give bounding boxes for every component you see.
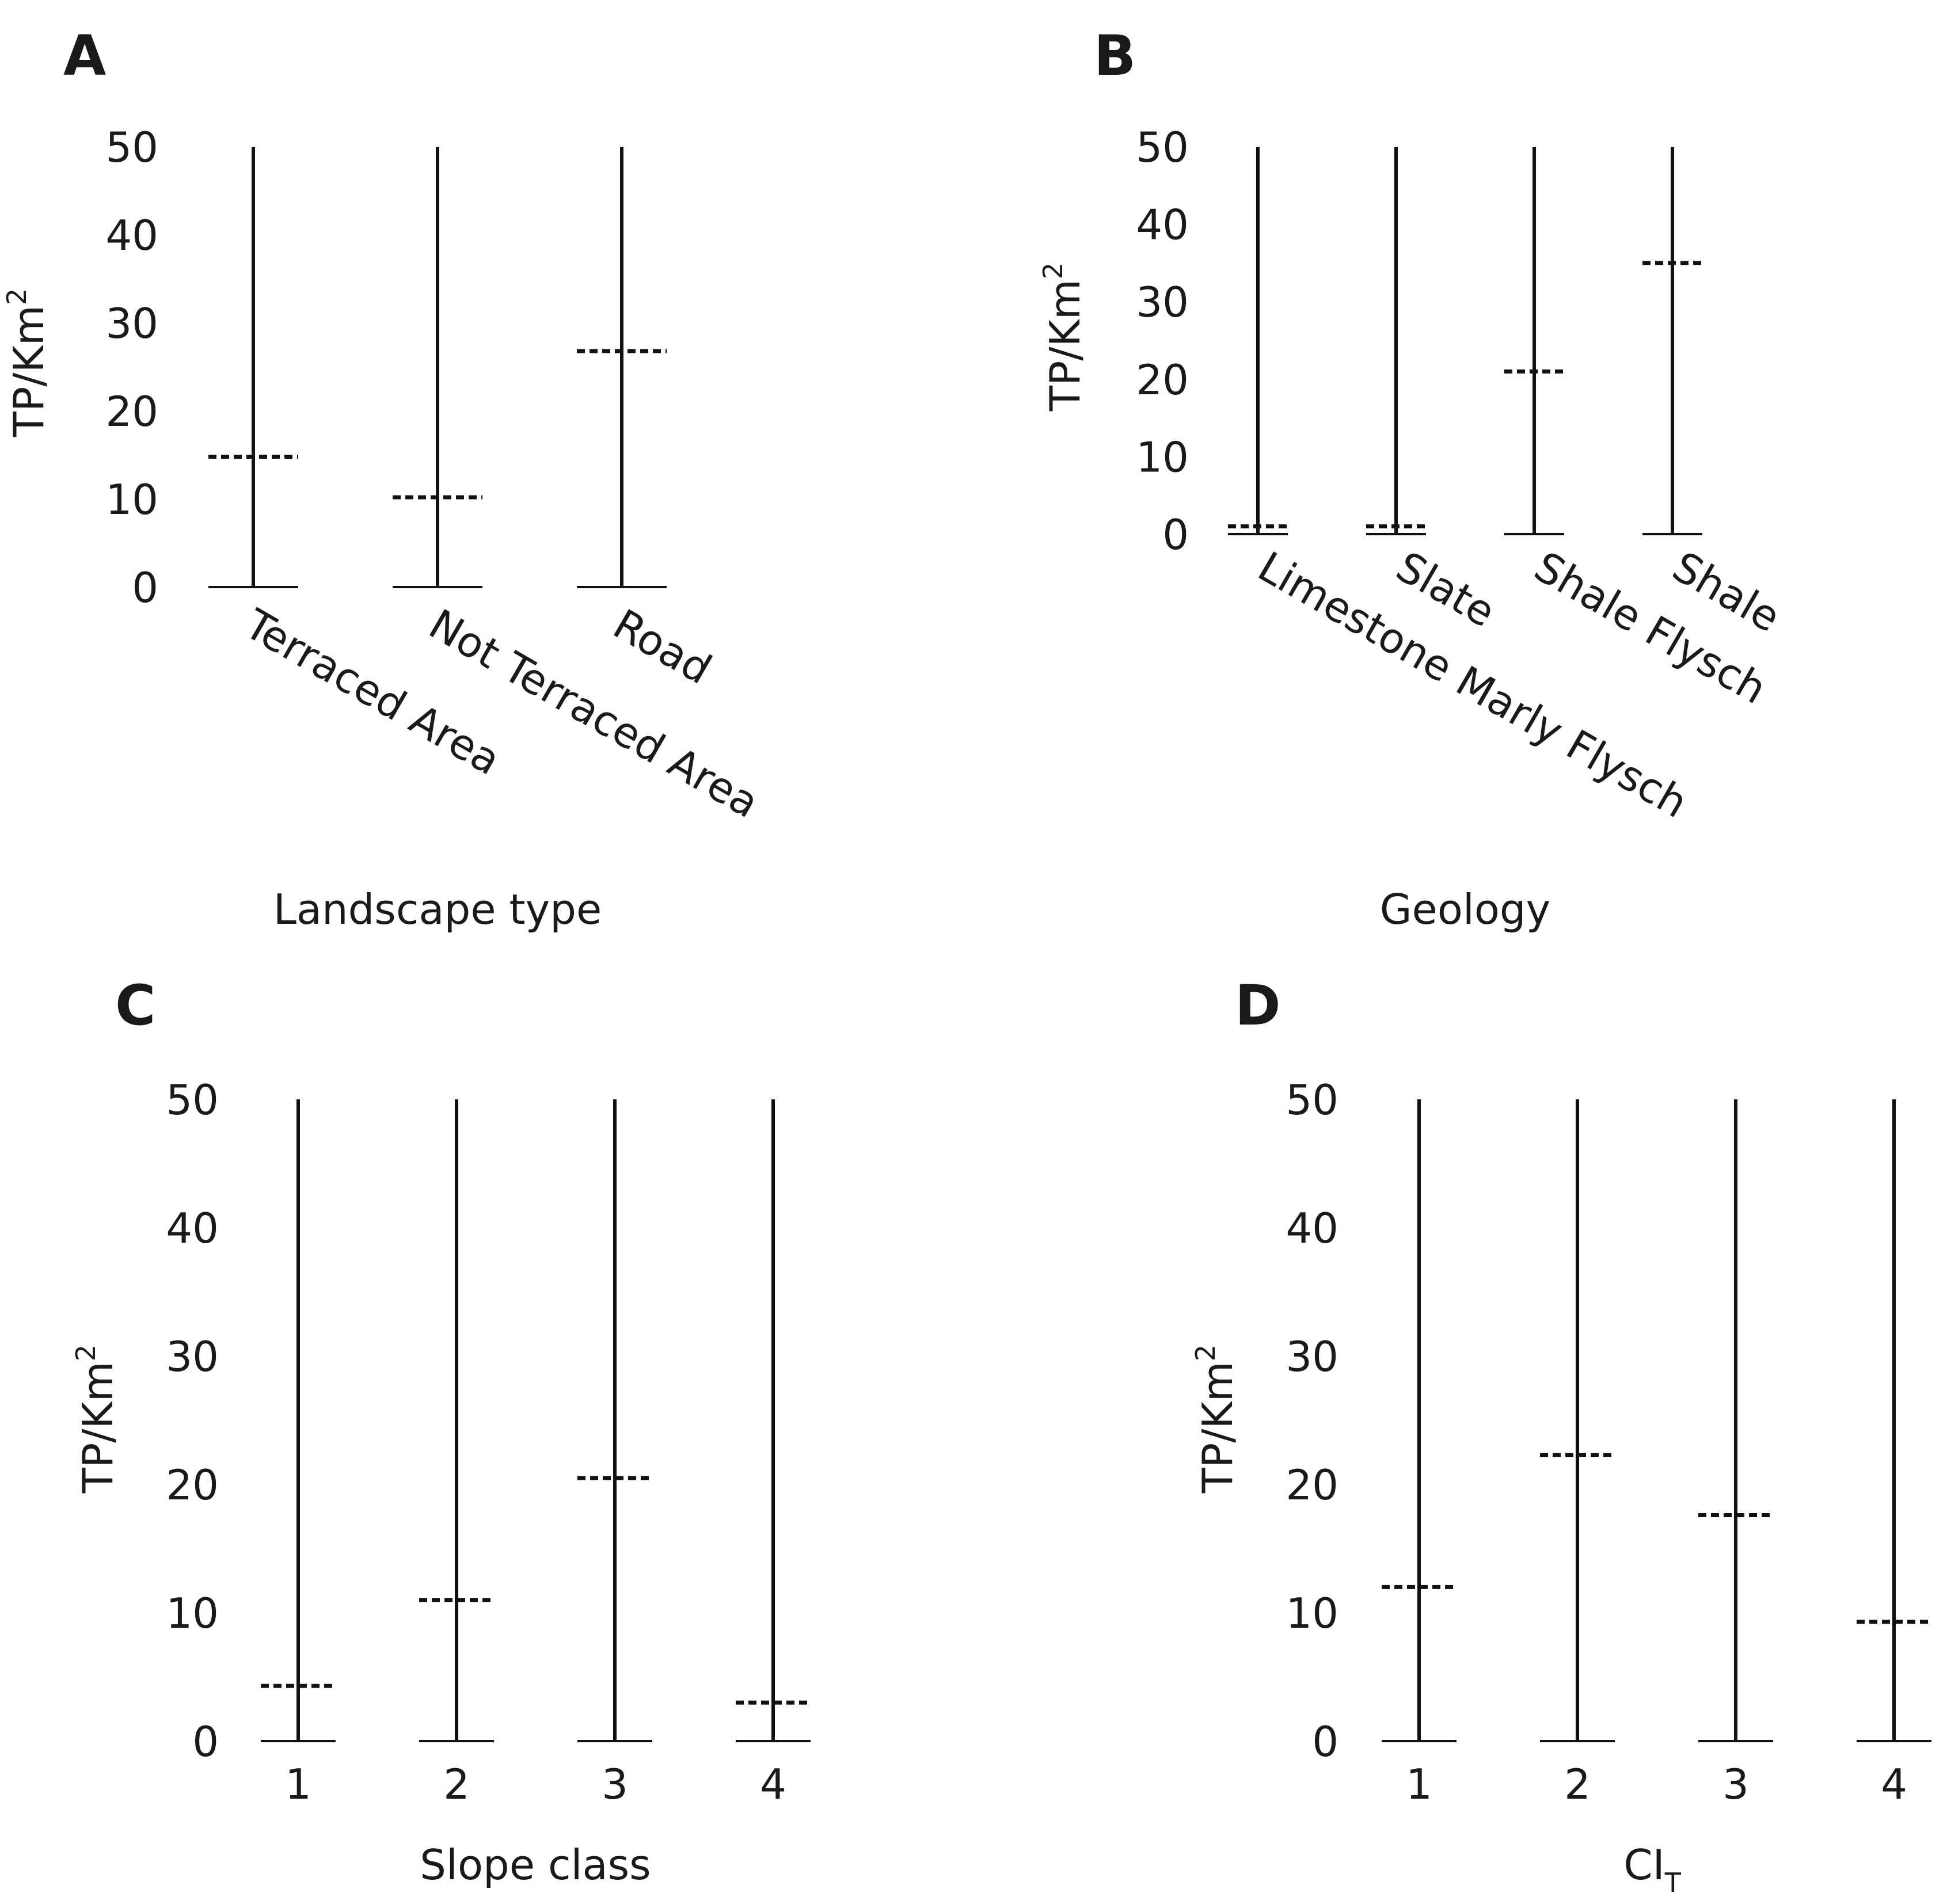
x-axis-title-text: CI [1623, 1841, 1665, 1889]
y-tick-label: 0 [132, 563, 158, 612]
category-label: 1 [1406, 1760, 1432, 1808]
y-axis-title-sup: 2 [1, 288, 32, 305]
y-axis-title-text: TP/Km [1041, 279, 1089, 412]
panel-letter: D [1235, 973, 1281, 1038]
x-axis-title-text: Geology [1380, 885, 1551, 934]
category-label: 4 [760, 1760, 786, 1808]
y-tick-label: 30 [166, 1332, 219, 1381]
y-tick-label: 20 [105, 387, 158, 436]
x-axis-title-text: Slope class [420, 1841, 651, 1889]
y-tick-label: 40 [1286, 1204, 1338, 1252]
y-tick-label: 20 [166, 1461, 219, 1509]
y-tick-label: 20 [1286, 1461, 1338, 1509]
y-axis-title-sup: 2 [1037, 262, 1068, 279]
y-tick-label: 10 [1286, 1589, 1338, 1638]
y-tick-label: 50 [1136, 123, 1189, 172]
x-axis-title: Slope class [420, 1841, 651, 1889]
category-label: Road [606, 600, 720, 694]
y-tick-label: 40 [105, 211, 158, 260]
y-tick-label: 30 [105, 299, 158, 348]
y-axis-title-text: TP/Km [1193, 1361, 1242, 1494]
panel-letter: A [63, 24, 106, 88]
y-tick-label: 10 [1136, 433, 1189, 481]
y-axis-title-text: TP/Km [5, 305, 53, 437]
category-label: 2 [443, 1760, 470, 1808]
y-tick-label: 40 [1136, 201, 1189, 249]
y-axis-title: TP/Km2 [70, 1345, 122, 1494]
y-tick-label: 0 [192, 1718, 219, 1766]
x-axis-title-sub: T [1664, 1867, 1682, 1898]
category-label: 3 [1722, 1760, 1749, 1808]
panel-letter: B [1094, 24, 1136, 88]
y-axis-title: TP/Km2 [1190, 1345, 1242, 1494]
y-tick-label: 50 [1286, 1076, 1338, 1124]
y-axis-title-text: TP/Km [74, 1361, 122, 1494]
category-label: 4 [1881, 1760, 1907, 1808]
category-label: 2 [1564, 1760, 1591, 1808]
y-tick-label: 0 [1312, 1718, 1338, 1766]
y-tick-label: 40 [166, 1204, 219, 1252]
category-label: Shale Flysch [1527, 542, 1775, 713]
category-label: Not Terraced Area [421, 600, 767, 827]
x-axis-title: Landscape type [273, 885, 602, 934]
x-axis-title: CIT [1623, 1841, 1682, 1898]
y-axis-title: TP/Km2 [1037, 262, 1089, 412]
y-tick-label: 30 [1136, 278, 1189, 326]
category-label: 1 [285, 1760, 311, 1808]
x-axis-title-text: Landscape type [273, 885, 602, 934]
y-tick-label: 50 [166, 1076, 219, 1124]
y-tick-label: 10 [166, 1589, 219, 1638]
y-axis-title-sup: 2 [1190, 1345, 1221, 1361]
y-axis-title-sup: 2 [70, 1345, 101, 1361]
panel-letter: C [115, 973, 155, 1038]
y-tick-label: 10 [105, 475, 158, 524]
y-tick-label: 50 [105, 123, 158, 172]
category-label: 3 [602, 1760, 628, 1808]
y-tick-label: 30 [1286, 1332, 1338, 1381]
y-tick-label: 20 [1136, 356, 1189, 404]
y-tick-label: 0 [1162, 511, 1189, 559]
x-axis-title: Geology [1380, 885, 1551, 934]
y-axis-title: TP/Km2 [1, 288, 53, 437]
